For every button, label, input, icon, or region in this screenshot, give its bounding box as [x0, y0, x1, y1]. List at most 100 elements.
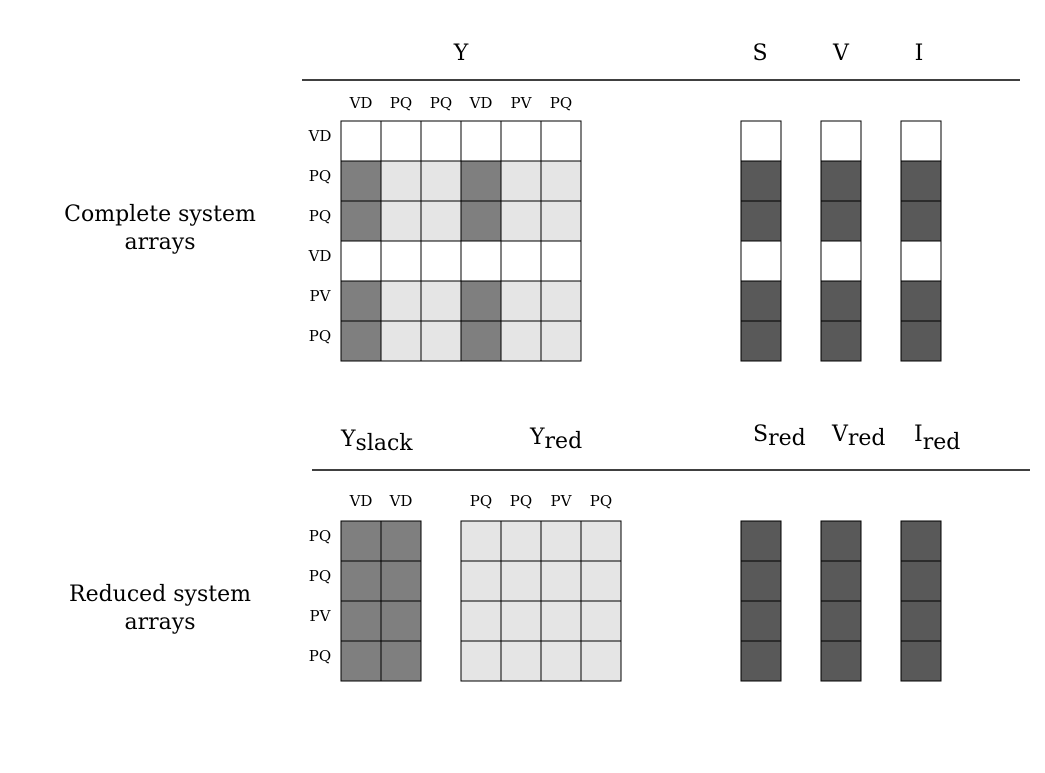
y-matrix-cell: [420, 320, 462, 362]
yslack-cell: [380, 600, 422, 642]
reduced-matrix-labels: VD VD PQ PQ PV PQ PQ PQ PV PQ: [309, 492, 612, 665]
yred-cell: [460, 600, 502, 642]
header-Yslack: Yslack: [340, 427, 413, 456]
complete-matrix-labels: VD PQ PQ VD PV PQ VD PQ PQ VD PV PQ: [308, 94, 573, 345]
yslack-column-label: VD: [389, 492, 413, 510]
yred-cell: [580, 600, 622, 642]
y-matrix-cell: [420, 200, 462, 242]
reduced-section-label-line2: arrays: [125, 610, 196, 635]
y-column-label: VD: [349, 94, 373, 112]
ired-vector-cell: [900, 560, 942, 602]
sred-vector-cell: [740, 560, 782, 602]
i-vector-cell: [900, 120, 942, 162]
yslack-cell: [340, 520, 382, 562]
y-column-label: VD: [469, 94, 493, 112]
yslack-cell: [340, 560, 382, 602]
complete-Y-matrix: [340, 120, 582, 362]
y-matrix-cell: [340, 280, 382, 322]
i-vector-cell: [900, 200, 942, 242]
y-matrix-cell: [500, 200, 542, 242]
reduced-Yred-matrix: [460, 520, 622, 682]
y-matrix-cell: [460, 200, 502, 242]
ired-vector-cell: [900, 600, 942, 642]
yred-cell: [540, 640, 582, 682]
header-S: S: [752, 41, 767, 66]
yred-column-label: PV: [551, 492, 573, 510]
y-column-label: PQ: [550, 94, 572, 112]
y-row-label: PQ: [309, 167, 331, 185]
header-Sred: Sred: [753, 422, 806, 451]
y-matrix-cell: [420, 280, 462, 322]
y-matrix-cell: [540, 320, 582, 362]
header-Yred: Yred: [529, 425, 582, 454]
y-matrix-cell: [420, 240, 462, 282]
reduced-Yslack-matrix: [340, 520, 422, 682]
sred-vector-cell: [740, 600, 782, 642]
yslack-cell: [380, 640, 422, 682]
y-matrix-cell: [540, 120, 582, 162]
y-matrix-cell: [420, 120, 462, 162]
yred-cell: [500, 520, 542, 562]
y-matrix-cell: [500, 320, 542, 362]
y-matrix-cell: [340, 160, 382, 202]
yred-cell: [540, 560, 582, 602]
y-column-label: PQ: [390, 94, 412, 112]
v-vector-cell: [820, 160, 862, 202]
y-matrix-cell: [420, 160, 462, 202]
i-vector-cell: [900, 160, 942, 202]
header-V: V: [832, 41, 850, 66]
complete-section-label-line1: Complete system: [64, 202, 256, 227]
reduced-row-label: PQ: [309, 567, 331, 585]
s-vector-cell: [740, 120, 782, 162]
yslack-cell: [340, 600, 382, 642]
y-matrix-cell: [380, 320, 422, 362]
y-row-label: VD: [308, 247, 332, 265]
yred-cell: [580, 560, 622, 602]
y-column-label: PV: [511, 94, 533, 112]
v-vector-cell: [820, 320, 862, 362]
y-matrix-cell: [540, 240, 582, 282]
yred-cell: [500, 560, 542, 602]
y-row-label: VD: [308, 127, 332, 145]
complete-section-label-line2: arrays: [125, 230, 196, 255]
yred-cell: [500, 600, 542, 642]
s-vector-cell: [740, 200, 782, 242]
y-matrix-cell: [500, 120, 542, 162]
yslack-cell: [340, 640, 382, 682]
complete-vectors: [740, 120, 942, 362]
sred-vector-cell: [740, 640, 782, 682]
y-column-label: PQ: [430, 94, 452, 112]
reduced-row-label: PQ: [309, 527, 331, 545]
y-matrix-cell: [540, 200, 582, 242]
s-vector-cell: [740, 280, 782, 322]
v-vector-cell: [820, 280, 862, 322]
yred-column-label: PQ: [590, 492, 612, 510]
y-matrix-cell: [340, 120, 382, 162]
reduced-section-label-line1: Reduced system: [69, 582, 251, 607]
y-matrix-cell: [500, 240, 542, 282]
y-matrix-cell: [460, 120, 502, 162]
y-matrix-cell: [380, 120, 422, 162]
y-matrix-cell: [500, 160, 542, 202]
yred-cell: [460, 640, 502, 682]
y-matrix-cell: [340, 200, 382, 242]
yslack-cell: [380, 560, 422, 602]
s-vector-cell: [740, 320, 782, 362]
yred-cell: [540, 520, 582, 562]
y-matrix-cell: [380, 240, 422, 282]
header-Y: Y: [453, 41, 469, 66]
y-matrix-cell: [460, 160, 502, 202]
yred-cell: [540, 600, 582, 642]
y-matrix-cell: [340, 240, 382, 282]
y-matrix-cell: [380, 160, 422, 202]
y-matrix-cell: [380, 200, 422, 242]
v-vector-cell: [820, 120, 862, 162]
sred-vector-cell: [740, 520, 782, 562]
s-vector-cell: [740, 160, 782, 202]
reduced-vectors: [740, 520, 942, 682]
i-vector-cell: [900, 320, 942, 362]
header-Ired: Ired: [914, 422, 960, 455]
y-row-label: PQ: [309, 327, 331, 345]
yred-cell: [460, 560, 502, 602]
